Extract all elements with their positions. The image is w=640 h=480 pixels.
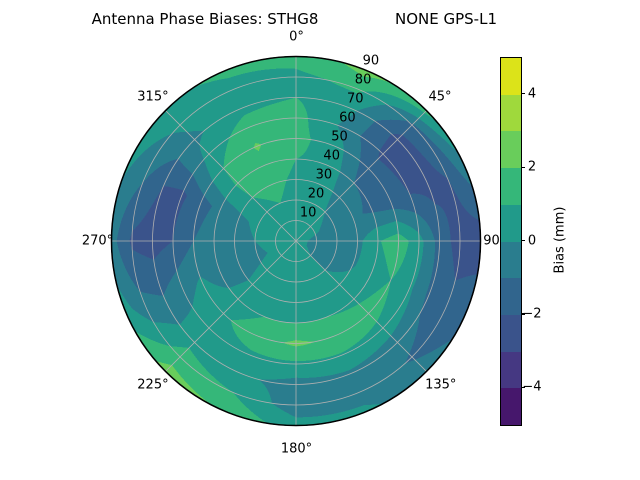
angle-tick-label-225: 225° [137, 377, 169, 393]
colorbar-band-1-to-2 [501, 168, 521, 205]
colorbar-band-3-to-4 [501, 94, 521, 132]
colorbar-tick-label--2: −2 [522, 306, 542, 322]
colorbar-band-0-to-1 [501, 204, 521, 242]
colorbar-band-4-to-5 [501, 58, 521, 95]
radial-tick-label-50: 50 [331, 129, 348, 145]
colorbar-tick-mark [521, 386, 525, 388]
colorbar-tick-label--4: −4 [522, 379, 542, 395]
colorbar-tick-mark [521, 166, 525, 168]
colorbar-tick-label-0: 0 [527, 233, 537, 248]
colorbar-tick-mark [521, 240, 525, 242]
angle-tick-label-0: 0° [289, 29, 304, 45]
colorbar-band--3-to--2 [501, 314, 521, 352]
radial-tick-label-60: 60 [339, 110, 356, 126]
plot-title-right: NONE GPS-L1 [395, 10, 497, 28]
radial-tick-label-90: 90 [362, 53, 380, 69]
colorbar-axis-label: Bias (mm) [552, 206, 568, 274]
colorbar-band--4-to--3 [501, 351, 521, 389]
radial-tick-label-70: 70 [346, 91, 364, 107]
radial-tick-label-20: 20 [307, 186, 325, 202]
angle-tick-label-270: 270° [81, 233, 114, 249]
colorbar-tick-mark [521, 93, 525, 95]
radial-tick-label-40: 40 [323, 148, 340, 164]
colorbar-band--5-to--4 [501, 388, 521, 426]
polar-contour-plot [108, 53, 484, 429]
colorbar-tick-label-4: 4 [527, 86, 537, 102]
radial-tick-label-10: 10 [299, 205, 317, 221]
colorbar [500, 57, 522, 426]
angle-tick-label-45: 45° [428, 89, 452, 105]
colorbar-tick-mark [521, 313, 525, 315]
radial-tick-label-80: 80 [354, 72, 372, 88]
angle-tick-label-135: 135° [425, 377, 457, 393]
colorbar-band-2-to-3 [501, 131, 521, 169]
angle-tick-label-180: 180° [280, 441, 313, 457]
angle-tick-label-90: 90 [483, 233, 500, 249]
radial-tick-label-30: 30 [315, 167, 333, 183]
colorbar-band--1-to-0 [501, 241, 521, 279]
angle-tick-label-315: 315° [137, 89, 169, 105]
plot-title-left: Antenna Phase Biases: STHG8 [91, 10, 319, 28]
colorbar-tick-label-2: 2 [527, 159, 537, 175]
colorbar-band--2-to--1 [501, 278, 521, 315]
